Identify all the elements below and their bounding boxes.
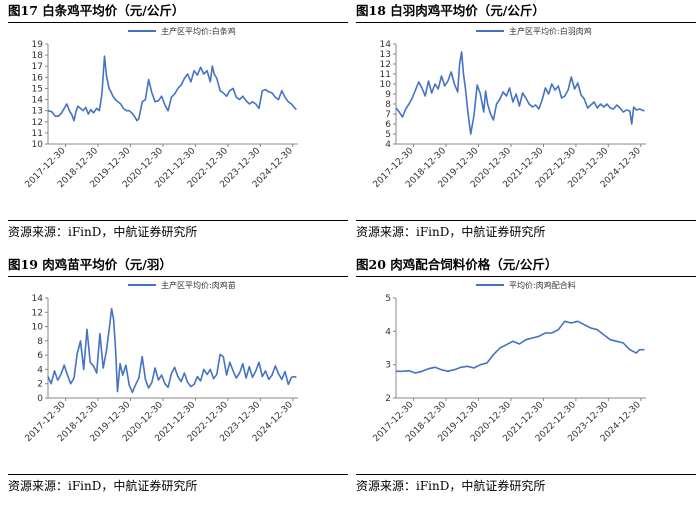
line-chart: 主产区平均价:白条鸡101112131415161718192017-12-30… — [24, 26, 298, 190]
legend: 平均价:肉鸡配合料 — [476, 280, 576, 290]
line-chart: 主产区平均价:白羽肉鸡45678910111213142017-12-30201… — [372, 26, 646, 190]
y-tick-label: 15 — [32, 84, 43, 94]
y-tick-label: 6 — [385, 120, 391, 130]
chart-title: 图20 肉鸡配合饲料价格（元/公斤） — [356, 254, 696, 277]
line-chart: 主产区平均价:肉鸡苗024681012142017-12-302018-12-3… — [24, 280, 298, 444]
y-tick-label: 10 — [32, 140, 44, 150]
legend-label: 平均价:肉鸡配合料 — [509, 280, 576, 290]
y-tick-label: 18 — [32, 51, 44, 61]
y-tick-label: 11 — [380, 70, 391, 80]
source-note: 资源来源：iFinD，中航证券研究所 — [356, 474, 696, 497]
y-tick-label: 8 — [37, 337, 43, 347]
y-tick-label: 14 — [32, 96, 44, 106]
y-tick-label: 13 — [380, 50, 391, 60]
legend-label: 主产区平均价:白条鸡 — [161, 26, 236, 36]
series-line — [47, 307, 297, 394]
y-tick-label: 2 — [385, 394, 391, 404]
y-tick-label: 13 — [32, 107, 43, 117]
y-tick-label: 12 — [32, 308, 43, 318]
y-tick-label: 11 — [32, 129, 43, 139]
source-note: 资源来源：iFinD，中航证券研究所 — [356, 220, 696, 243]
y-tick-label: 14 — [32, 294, 44, 304]
legend: 主产区平均价:白羽肉鸡 — [476, 26, 592, 36]
series-line — [47, 55, 297, 122]
y-tick-label: 5 — [385, 294, 391, 304]
y-tick-label: 4 — [385, 140, 391, 150]
y-tick-label: 10 — [380, 80, 392, 90]
y-tick-label: 10 — [32, 323, 44, 333]
y-tick-label: 5 — [385, 130, 391, 140]
y-tick-label: 6 — [37, 351, 43, 361]
y-tick-label: 19 — [32, 40, 44, 50]
y-tick-label: 14 — [380, 40, 392, 50]
legend-label: 主产区平均价:肉鸡苗 — [161, 280, 236, 290]
y-tick-label: 3 — [385, 361, 391, 371]
y-tick-label: 8 — [385, 100, 391, 110]
line-chart: 平均价:肉鸡配合料23452017-12-302018-12-302019-12… — [372, 280, 646, 444]
y-tick-label: 12 — [32, 118, 43, 128]
legend-label: 主产区平均价:白羽肉鸡 — [509, 26, 592, 36]
source-note: 资源来源：iFinD，中航证券研究所 — [8, 474, 348, 497]
y-tick-label: 12 — [380, 60, 391, 70]
source-note: 资源来源：iFinD，中航证券研究所 — [8, 220, 348, 243]
legend: 主产区平均价:白条鸡 — [128, 26, 236, 36]
y-tick-label: 17 — [32, 62, 43, 72]
y-tick-label: 9 — [385, 90, 391, 100]
y-tick-label: 16 — [32, 73, 44, 83]
y-tick-label: 0 — [37, 394, 43, 404]
series-line — [396, 320, 645, 374]
chart-title: 图18 白羽肉鸡平均价（元/公斤） — [356, 0, 696, 23]
chart-panel-20: 图20 肉鸡配合饲料价格（元/公斤） 平均价:肉鸡配合料 2 3 4 5 2017-12-… — [356, 254, 696, 502]
chart-panel-18: 图18 白羽肉鸡平均价（元/公斤） 主产区平均价:白羽肉鸡 4 5 6 7 8 9 10 11 1… — [356, 0, 696, 248]
series-line — [395, 51, 645, 135]
chart-title: 图19 肉鸡苗平均价（元/羽） — [8, 254, 348, 277]
chart-panel-17: 图17 白条鸡平均价（元/公斤） 主产区平均价:白条鸡 10 11 12 13 14 15 1… — [8, 0, 348, 248]
y-tick-label: 7 — [385, 110, 391, 120]
y-tick-label: 2 — [37, 380, 43, 390]
y-tick-label: 4 — [385, 327, 391, 337]
y-tick-label: 4 — [37, 365, 43, 375]
legend: 主产区平均价:肉鸡苗 — [128, 280, 236, 290]
chart-title: 图17 白条鸡平均价（元/公斤） — [8, 0, 348, 23]
chart-panel-19: 图19 肉鸡苗平均价（元/羽） 主产区平均价:肉鸡苗 0 2 4 6 8 10 12 14 201… — [8, 254, 348, 502]
